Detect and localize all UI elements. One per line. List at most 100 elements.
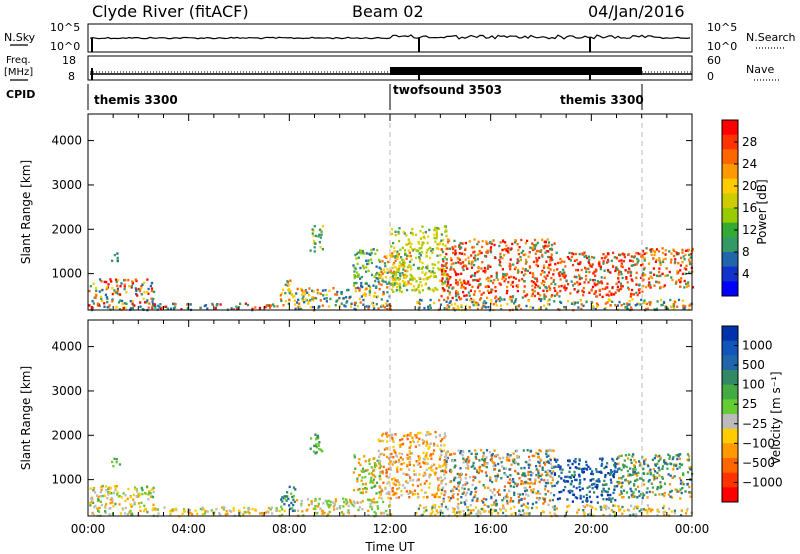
- velocity-echo: [395, 492, 398, 495]
- power-echo: [131, 280, 134, 283]
- power-echo: [470, 266, 474, 269]
- power-echo: [559, 278, 562, 281]
- power-echo: [406, 254, 409, 257]
- power-echo: [354, 287, 357, 290]
- power-echo: [115, 280, 118, 284]
- velocity-echo: [400, 467, 403, 471]
- velocity-echo: [623, 464, 626, 467]
- power-echo: [378, 258, 381, 262]
- velocity-echo: [669, 495, 672, 498]
- power-echo: [368, 293, 371, 296]
- velocity-echo: [452, 507, 455, 510]
- power-echo: [543, 293, 546, 296]
- velocity-echo: [394, 433, 397, 436]
- power-echo: [559, 289, 562, 293]
- velocity-echo: [668, 455, 671, 458]
- power-echo: [406, 266, 410, 269]
- velocity-echo: [478, 465, 481, 469]
- power-echo: [538, 297, 541, 301]
- velocity-echo: [508, 478, 512, 481]
- power-echo: [118, 308, 122, 311]
- power-echo: [592, 272, 595, 275]
- velocity-echo: [604, 490, 607, 493]
- power-echo: [550, 256, 553, 260]
- velocity-echo: [353, 456, 356, 459]
- velocity-echo: [541, 473, 544, 476]
- velocity-echo: [492, 503, 495, 506]
- velocity-echo: [541, 468, 544, 471]
- power-echo: [477, 253, 480, 256]
- power-echo: [526, 269, 529, 273]
- power-echo: [325, 293, 328, 297]
- velocity-echo: [129, 503, 132, 506]
- velocity-echo: [487, 486, 490, 490]
- velocity-echo: [133, 501, 136, 504]
- power-echo: [509, 263, 512, 267]
- power-echo: [442, 258, 445, 261]
- power-echo: [524, 272, 527, 276]
- power-echo: [284, 291, 287, 295]
- power-echo: [316, 288, 319, 292]
- velocity-echo: [575, 466, 578, 470]
- power-echo: [563, 284, 566, 287]
- velocity-echo: [363, 455, 366, 458]
- power-echo: [446, 289, 450, 293]
- power-echo: [602, 260, 605, 263]
- velocity-echo: [415, 511, 418, 515]
- velocity-echo: [408, 455, 411, 459]
- power-echo: [572, 301, 575, 304]
- power-echo: [600, 282, 604, 285]
- velocity-echo: [387, 434, 390, 437]
- velocity-echo: [431, 493, 434, 496]
- velocity-echo: [300, 502, 303, 506]
- power-echo: [621, 252, 624, 255]
- velocity-echo: [664, 462, 667, 465]
- power-echo: [161, 306, 164, 309]
- power-echo: [279, 294, 282, 297]
- power-echo: [482, 301, 485, 304]
- velocity-echo: [679, 488, 682, 491]
- velocity-echo: [459, 467, 462, 470]
- velocity-echo: [680, 509, 683, 512]
- power-echo: [420, 284, 423, 287]
- velocity-echo: [314, 444, 317, 448]
- power-echo: [206, 307, 209, 310]
- power-echo: [467, 280, 470, 283]
- velocity-echo: [115, 484, 118, 488]
- power-echo: [362, 298, 365, 302]
- power-echo: [448, 305, 451, 308]
- power-echo: [570, 252, 573, 255]
- power-echo: [524, 262, 527, 265]
- velocity-echo: [527, 477, 530, 481]
- velocity-echo: [535, 473, 538, 477]
- power-echo: [420, 251, 424, 254]
- velocity-echo: [628, 509, 631, 512]
- velocity-echo: [575, 478, 578, 482]
- velocity-echo: [573, 470, 576, 474]
- velocity-echo: [385, 475, 388, 478]
- velocity-echo: [121, 507, 124, 510]
- power-echo: [605, 293, 608, 297]
- power-echo: [406, 270, 409, 273]
- power-echo: [342, 297, 345, 300]
- power-echo: [619, 288, 622, 291]
- velocity-echo: [108, 491, 112, 494]
- velocity-echo: [643, 483, 646, 486]
- velocity-echo: [445, 460, 448, 463]
- power-echo: [631, 288, 634, 292]
- power-echo: [495, 274, 498, 277]
- velocity-echo: [527, 463, 530, 466]
- power-echo: [623, 302, 626, 306]
- power-echo: [315, 297, 318, 300]
- velocity-echo: [390, 435, 393, 438]
- velocity-echo: [637, 505, 640, 508]
- power-echo: [585, 274, 588, 278]
- velocity-echo: [333, 503, 336, 506]
- power-echo: [682, 304, 685, 308]
- velocity-echo: [286, 491, 289, 494]
- velocity-echo: [583, 478, 586, 481]
- power-echo: [320, 230, 323, 233]
- power-echo: [399, 286, 402, 289]
- power-echo: [107, 283, 110, 286]
- power-echo: [626, 302, 629, 305]
